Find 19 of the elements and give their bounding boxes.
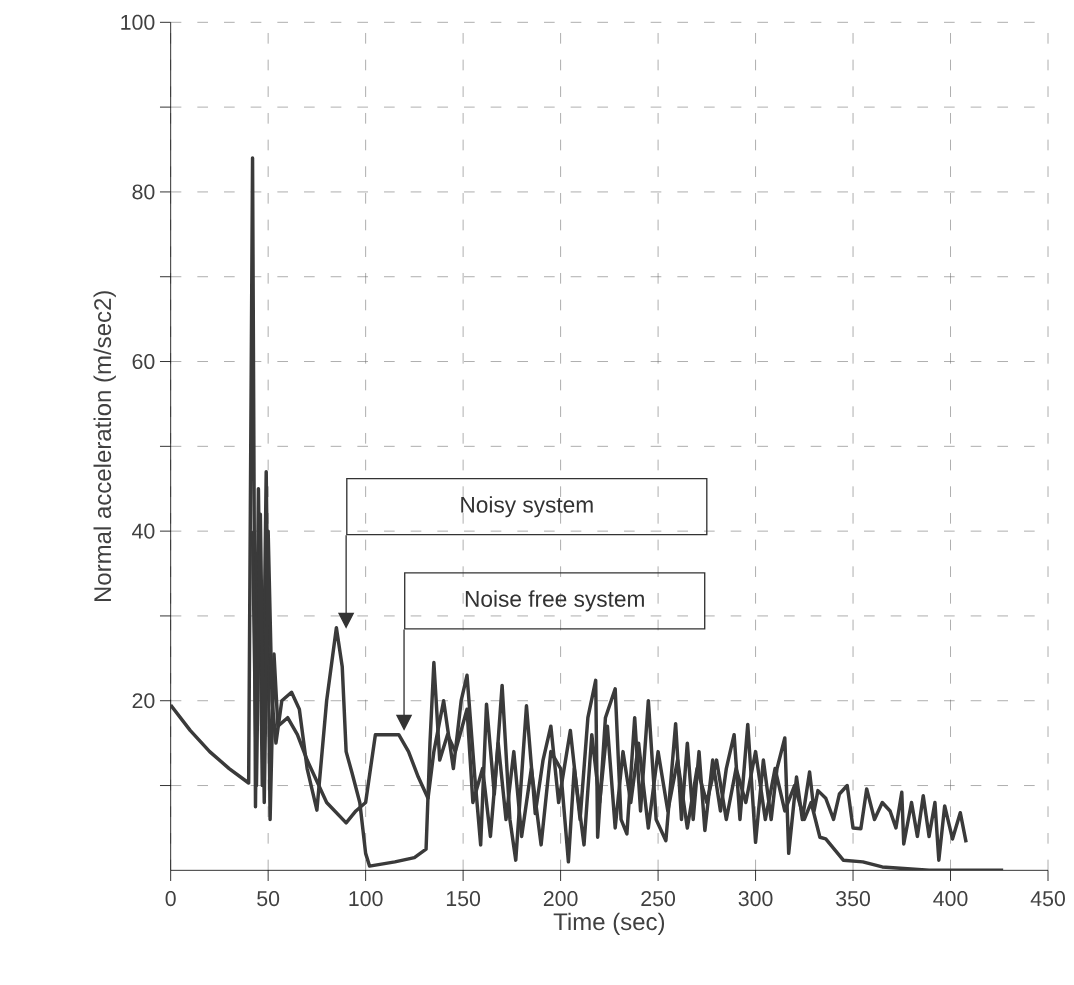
x-tick-label: 350 — [836, 891, 870, 907]
y-tick-label: 40 — [132, 523, 155, 539]
annotation: Noisy system — [461, 496, 593, 518]
y-tick-label: 100 — [121, 14, 155, 30]
x-tick-label: 200 — [543, 891, 578, 907]
x-tick-label: 300 — [738, 891, 773, 907]
x-axis-title: Time (sec) — [553, 912, 665, 935]
y-tick-label: 60 — [132, 353, 155, 370]
x-tick-label: 400 — [933, 891, 968, 907]
x-tick-label: 100 — [349, 891, 383, 907]
x-tick-label: 0 — [165, 891, 176, 907]
x-tick-label: 250 — [641, 891, 676, 907]
y-tick-label: 20 — [132, 693, 155, 709]
y-tick-label: 80 — [132, 184, 155, 200]
x-tick-label: 50 — [257, 891, 280, 907]
annotation: Noise free system — [465, 590, 644, 612]
x-tick-label: 150 — [446, 891, 481, 907]
y-axis-title: Normal acceleration (m/sec2) — [93, 291, 116, 602]
x-tick-label: 450 — [1030, 891, 1065, 907]
